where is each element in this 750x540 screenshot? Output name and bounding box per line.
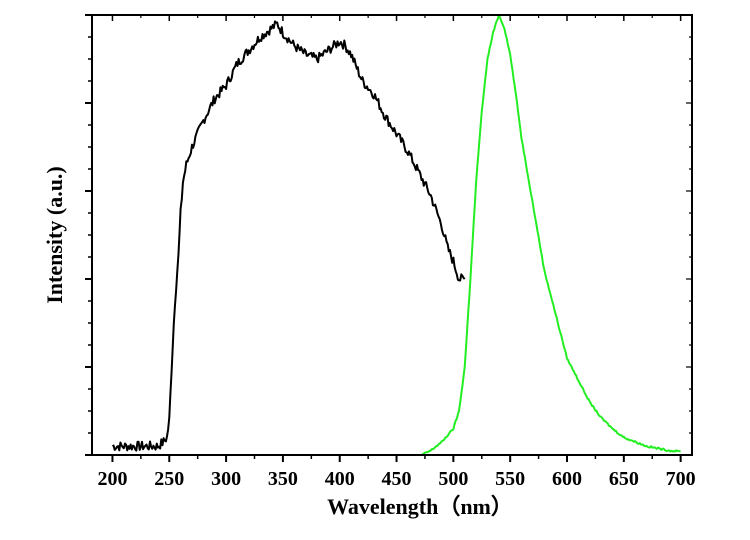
plot-frame (91, 14, 693, 456)
x-tick-label: 650 (609, 468, 639, 490)
x-tick-label: 400 (325, 468, 355, 490)
x-tick-label: 450 (382, 468, 412, 490)
x-tick-label: 200 (97, 468, 127, 490)
x-axis-label: Wavelength（nm） (327, 494, 513, 519)
x-tick-label: 250 (154, 468, 184, 490)
series-line-2 (421, 14, 681, 456)
series-layer (111, 14, 681, 456)
x-tick-label: 550 (495, 468, 525, 490)
x-tick-label: 500 (438, 468, 468, 490)
x-tick-label: 700 (666, 468, 696, 490)
y-axis-label: Intensity (a.u.) (42, 166, 67, 304)
x-tick-label: 600 (552, 468, 582, 490)
x-tick-label: 350 (268, 468, 298, 490)
series-line-1 (111, 20, 466, 452)
x-axis-ticks (111, 15, 682, 462)
x-tick-label: 300 (211, 468, 241, 490)
y-axis-ticks (85, 14, 692, 456)
x-axis-tick-labels: 200 250 300 350 400 450 500 550 600 650 700 (97, 468, 695, 490)
